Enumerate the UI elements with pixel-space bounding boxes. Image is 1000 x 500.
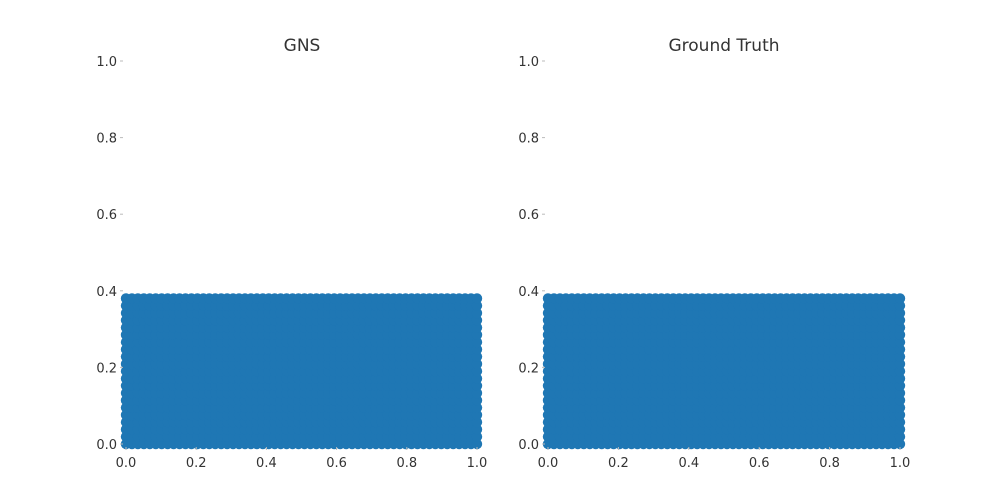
x-tick-label: 0.4 [678, 456, 699, 471]
data-point [471, 307, 483, 319]
x-tick-label: 0.6 [749, 456, 770, 471]
data-point [894, 293, 906, 304]
data-point [894, 373, 906, 384]
x-tick-label: 0.6 [326, 456, 347, 471]
x-tick-label: 0.0 [116, 456, 137, 471]
data-point [894, 358, 906, 370]
data-point [894, 336, 906, 348]
data-point [894, 431, 906, 442]
data-point [471, 336, 483, 348]
y-tick-label: 0.8 [96, 132, 117, 147]
data-point [471, 431, 483, 442]
data-point [894, 409, 906, 421]
x-tick-label: 0.8 [396, 456, 417, 471]
data-point [894, 387, 906, 399]
x-tick-label: 0.2 [608, 456, 629, 471]
chart-title: Ground Truth [668, 36, 779, 56]
data-point [471, 380, 483, 391]
data-point [894, 380, 906, 391]
y-tick-label: 0.8 [518, 132, 539, 147]
particle-points [120, 293, 483, 450]
y-tick-label: 1.0 [518, 55, 539, 70]
x-tick-label: 0.0 [538, 456, 559, 471]
data-point [471, 402, 483, 413]
y-tick-label: 0.0 [518, 438, 539, 453]
data-point [894, 351, 906, 362]
data-point [471, 344, 483, 355]
data-point [894, 402, 906, 413]
data-point [471, 351, 483, 362]
chart-title: GNS [284, 36, 321, 56]
y-tick-label: 0.2 [518, 361, 539, 376]
data-point [471, 424, 483, 435]
data-point [894, 315, 906, 326]
data-point [894, 307, 906, 319]
data-point [471, 358, 483, 370]
data-point [471, 409, 483, 421]
x-tick-label: 0.2 [186, 456, 207, 471]
data-point [894, 395, 906, 406]
y-tick-label: 0.4 [518, 285, 539, 300]
data-point [471, 438, 483, 450]
data-point [894, 366, 906, 377]
data-point [471, 373, 483, 384]
y-tick-label: 0.6 [518, 208, 539, 223]
panel-ground-truth: Ground Truth 0.0 0.2 0.4 0.6 0.8 1.0 0.0 0.2 0.4… [518, 36, 910, 471]
x-tick-label: 0.4 [256, 456, 277, 471]
data-point [894, 424, 906, 435]
data-point [894, 438, 906, 450]
data-point [471, 293, 483, 304]
x-tick-label: 1.0 [467, 456, 488, 471]
y-tick-label: 0.6 [96, 208, 117, 223]
data-point [471, 387, 483, 399]
y-tick-label: 0.0 [96, 438, 117, 453]
data-point [894, 300, 906, 311]
data-point [471, 322, 483, 333]
data-point [894, 322, 906, 333]
y-tick-label: 0.4 [96, 285, 117, 300]
data-point [471, 300, 483, 311]
data-point [471, 315, 483, 326]
data-point [894, 416, 906, 428]
data-point [894, 344, 906, 355]
x-tick-label: 0.8 [819, 456, 840, 471]
data-point [471, 366, 483, 377]
data-point [471, 395, 483, 406]
data-point [471, 329, 483, 341]
y-tick-label: 0.2 [96, 361, 117, 376]
data-point [894, 329, 906, 341]
particle-points [542, 293, 906, 450]
y-tick-label: 1.0 [96, 55, 117, 70]
x-tick-label: 1.0 [890, 456, 911, 471]
data-point [471, 416, 483, 428]
panel-gns: GNS 0.0 0.2 0.4 0.6 0.8 1.0 0.0 0.2 0.4 0.6 0.8 1.0 [96, 36, 487, 471]
